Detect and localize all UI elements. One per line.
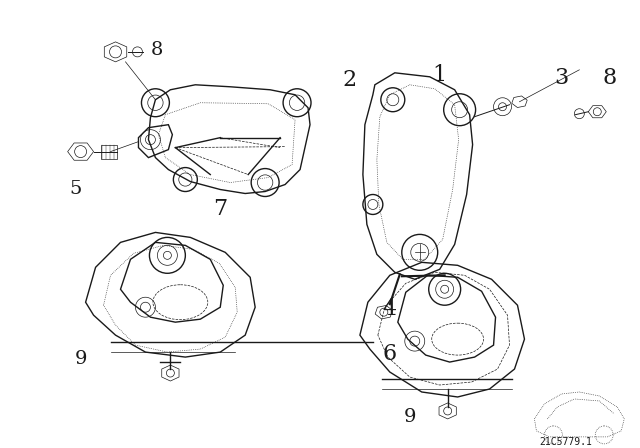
Text: 7: 7 [213, 198, 227, 220]
Text: 8: 8 [602, 67, 616, 89]
Text: 4: 4 [383, 298, 397, 320]
Text: 3: 3 [554, 67, 568, 89]
Text: 9: 9 [74, 350, 87, 368]
Text: 9: 9 [403, 408, 416, 426]
Text: 5: 5 [70, 180, 82, 198]
Text: 2: 2 [343, 69, 357, 91]
Text: 1: 1 [433, 64, 447, 86]
Text: 6: 6 [383, 343, 397, 365]
Text: 21C5779.1: 21C5779.1 [540, 437, 592, 447]
Text: 8: 8 [150, 41, 163, 59]
